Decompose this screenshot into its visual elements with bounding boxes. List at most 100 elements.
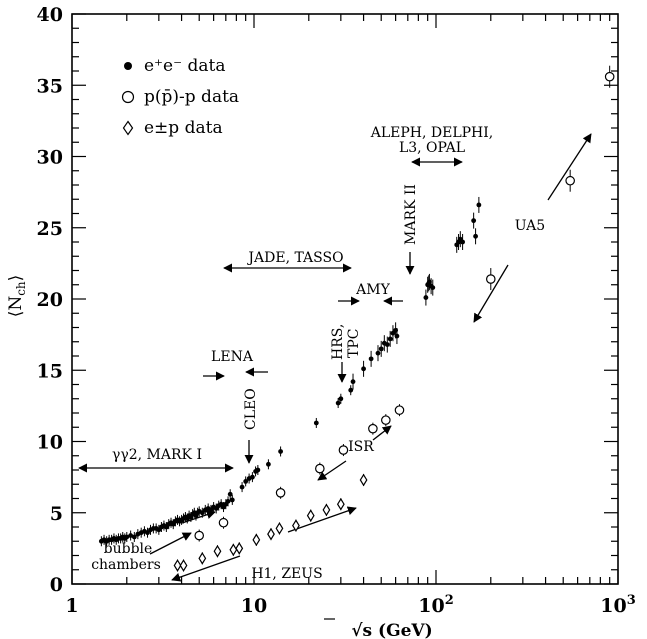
annotation-hrs: HRS, xyxy=(330,324,346,360)
bubble-arrow-up xyxy=(149,532,192,555)
data-point xyxy=(243,479,249,484)
data-point xyxy=(604,71,615,82)
legend-marker-filled-circle xyxy=(124,62,132,70)
data-point xyxy=(313,420,319,426)
data-point xyxy=(381,415,391,425)
x-tick-label: 10 xyxy=(241,595,267,617)
y-tick-label: 35 xyxy=(37,75,63,97)
data-point xyxy=(368,356,374,362)
data-point xyxy=(131,534,137,540)
y-tick-label: 5 xyxy=(50,503,63,525)
data-point xyxy=(368,423,378,434)
annotation-tpc: TPC xyxy=(346,329,362,358)
h1-zeus-arrow-up xyxy=(287,506,357,533)
annotation-mark2: MARK II xyxy=(403,184,419,245)
data-point xyxy=(275,522,284,535)
data-point xyxy=(350,379,356,385)
y-axis-label: ⟨Nch⟩ xyxy=(6,275,28,318)
data-point xyxy=(306,509,315,522)
data-point xyxy=(476,202,482,208)
data-point xyxy=(213,544,222,558)
isr-arrow-up xyxy=(372,425,392,441)
data-point xyxy=(227,491,233,497)
data-point xyxy=(394,333,400,339)
x-axis-label: √s (GeV) xyxy=(351,621,432,639)
data-point xyxy=(315,463,325,474)
data-point xyxy=(375,350,381,356)
data-point xyxy=(229,497,235,503)
annotation-gg2-mark1: γγ2, MARK I xyxy=(112,447,202,463)
series-filled-circle xyxy=(98,196,482,547)
data-point xyxy=(194,530,205,541)
annotation-aleph-delphi: ALEPH, DELPHI, xyxy=(370,125,494,141)
data-point xyxy=(128,533,134,538)
data-point xyxy=(255,467,261,473)
y-tick-label: 30 xyxy=(37,147,63,169)
annotation-l3-opal: L3, OPAL xyxy=(399,140,465,156)
y-tick-label: 20 xyxy=(37,289,63,311)
data-point xyxy=(239,484,245,490)
data-point xyxy=(266,461,271,467)
x-tick-label: 102 xyxy=(418,593,454,617)
y-tick-label: 40 xyxy=(37,4,63,26)
data-point xyxy=(384,342,390,347)
data-series xyxy=(98,65,615,572)
h1-zeus-arrow-down xyxy=(171,555,241,582)
y-tick-label: 15 xyxy=(37,360,63,382)
y-tick-label: 25 xyxy=(37,218,63,240)
legend-label: e±p data xyxy=(144,118,223,138)
data-point xyxy=(430,285,436,290)
data-point xyxy=(124,534,130,540)
annotations: γγ2, MARK I LENA CLEO JADE, TASSO HRS, TPC AMY… xyxy=(78,125,592,582)
annotation-cleo: CLEO xyxy=(243,388,259,430)
data-point xyxy=(338,445,349,455)
legend-label: p(p̄)-p data xyxy=(144,87,239,107)
legend-marker-open-diamond xyxy=(122,120,134,136)
data-point xyxy=(199,510,205,516)
data-point xyxy=(225,498,231,504)
data-point xyxy=(250,474,255,480)
y-tick-label: 10 xyxy=(37,432,63,454)
data-point xyxy=(387,336,393,342)
annotation-lena: LENA xyxy=(211,349,254,365)
data-point xyxy=(229,543,238,557)
data-point xyxy=(198,552,207,565)
annotation-isr: ISR xyxy=(348,439,374,455)
isr-arrow-down xyxy=(317,460,347,481)
series-open-circle xyxy=(194,65,615,542)
data-point xyxy=(145,530,150,536)
data-point xyxy=(471,218,477,224)
data-point xyxy=(460,239,465,245)
annotation-jade-tasso: JADE, TASSO xyxy=(246,250,343,266)
annotation-amy: AMY xyxy=(355,282,390,298)
data-point xyxy=(336,497,345,511)
series-open-diamond xyxy=(173,473,368,572)
data-point xyxy=(485,274,496,284)
data-point xyxy=(378,346,384,352)
data-point xyxy=(252,533,261,547)
data-point xyxy=(473,233,478,239)
ua5-arrow-up xyxy=(547,133,592,201)
data-point xyxy=(423,295,429,300)
data-point xyxy=(322,503,331,517)
x-tick-label: 1 xyxy=(65,595,78,617)
data-point xyxy=(218,517,229,528)
data-point xyxy=(394,405,405,415)
data-point xyxy=(292,519,300,532)
annotation-chambers: chambers xyxy=(91,557,161,573)
data-point xyxy=(235,542,244,555)
annotation-h1-zeus: H1, ZEUS xyxy=(251,566,322,582)
data-point xyxy=(173,559,182,572)
data-point xyxy=(338,396,344,402)
data-point xyxy=(179,559,188,572)
ua5-arrow-down xyxy=(473,264,509,323)
legend-marker-open-circle xyxy=(121,90,135,104)
axes: 1 10 102 103 0 5 10 15 20 25 30 35 40 √s (GeV) ⟨Nch⟩ xyxy=(6,4,636,639)
data-point xyxy=(267,527,275,541)
data-point xyxy=(278,449,283,454)
x-tick-label: 103 xyxy=(600,593,636,617)
annotation-bubble: bubble xyxy=(104,541,153,557)
data-point xyxy=(361,366,366,372)
data-point xyxy=(275,487,286,498)
